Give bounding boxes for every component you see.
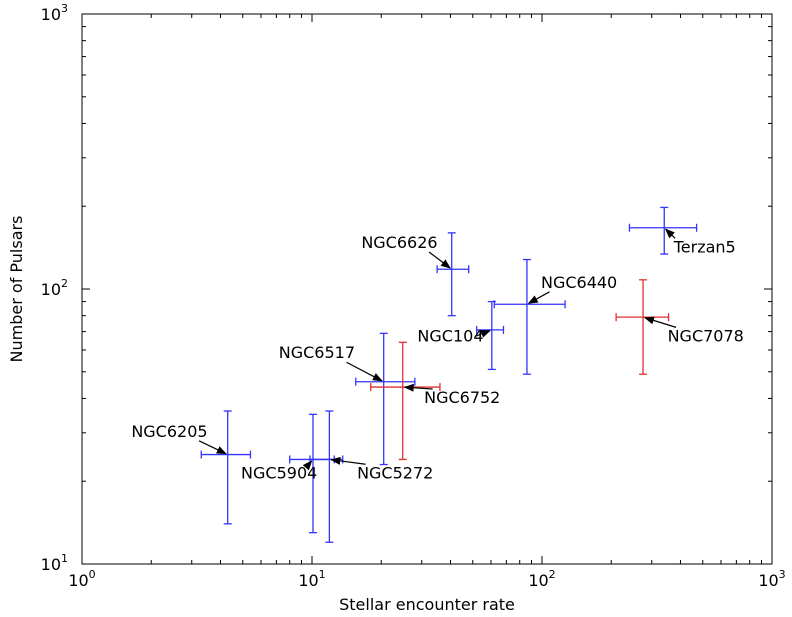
axis-ticks bbox=[81, 13, 773, 565]
annotation-arrow bbox=[428, 251, 451, 269]
annotation-label-ngc104: NGC104 bbox=[417, 326, 483, 345]
x-tick-label: 103 bbox=[758, 568, 785, 590]
annotation-label-ngc5272: NGC5272 bbox=[357, 463, 433, 482]
data-points bbox=[200, 206, 698, 543]
data-point-ngc6517 bbox=[355, 332, 416, 466]
y-tick-label: 103 bbox=[41, 2, 68, 24]
x-tick-label: 101 bbox=[298, 568, 325, 590]
annotation-arrow bbox=[644, 316, 677, 328]
point-annotations: NGC6205 NGC5904 NGC5272 NGC6517 NGC6752 NGC66… bbox=[131, 228, 744, 482]
y-axis-title: Number of Pulsars bbox=[7, 216, 26, 363]
annotation-label-ngc5904: NGC5904 bbox=[241, 463, 317, 482]
data-point-terzan5 bbox=[628, 206, 698, 255]
data-point-ngc6205 bbox=[200, 410, 252, 525]
annotation-arrow bbox=[403, 383, 433, 392]
annotation-label-terzan5: Terzan5 bbox=[673, 237, 736, 256]
annotation-label-ngc6440: NGC6440 bbox=[541, 273, 617, 292]
x-tick-label: 102 bbox=[528, 568, 555, 590]
annotation-arrow bbox=[475, 330, 491, 338]
annotation-label-ngc6205: NGC6205 bbox=[131, 422, 207, 441]
data-point-ngc6440 bbox=[493, 258, 566, 375]
annotation-label-ngc6626: NGC6626 bbox=[361, 233, 437, 252]
y-tick-label: 101 bbox=[41, 552, 68, 574]
x-axis-title: Stellar encounter rate bbox=[339, 595, 515, 614]
annotation-arrow bbox=[330, 456, 366, 465]
annotation-label-ngc6517: NGC6517 bbox=[279, 343, 355, 362]
annotation-arrow bbox=[527, 291, 550, 304]
data-point-ngc6626 bbox=[436, 232, 470, 317]
annotation-arrow bbox=[302, 460, 313, 471]
data-point-ngc7078 bbox=[615, 279, 670, 375]
annotation-arrow bbox=[198, 440, 227, 455]
annotation-arrow bbox=[346, 361, 383, 382]
annotation-label-ngc7078: NGC7078 bbox=[668, 326, 744, 345]
y-tick-label: 102 bbox=[41, 277, 68, 299]
data-point-ngc6752 bbox=[370, 341, 441, 461]
annotation-label-ngc6752: NGC6752 bbox=[424, 388, 500, 407]
annotation-arrow bbox=[664, 228, 676, 239]
data-point-ngc104 bbox=[476, 300, 505, 371]
x-tick-label: 100 bbox=[68, 568, 95, 590]
